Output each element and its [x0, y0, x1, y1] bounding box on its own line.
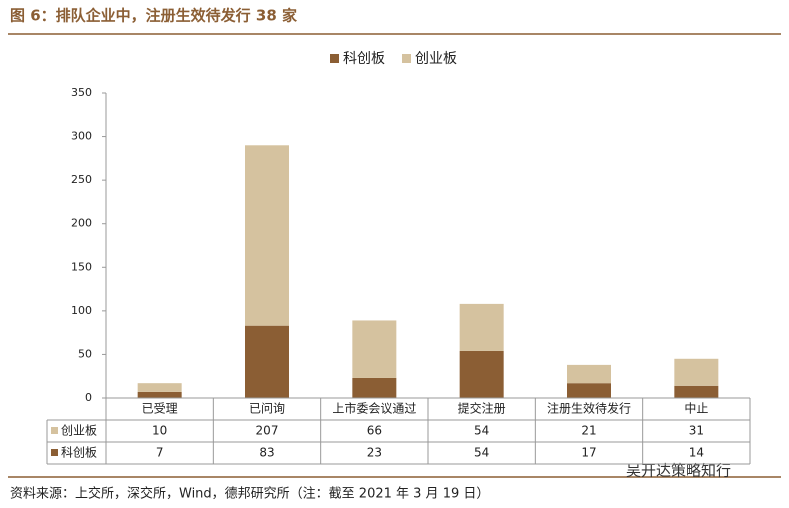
y-tick-label: 200 — [71, 217, 92, 230]
y-tick-label: 300 — [71, 130, 92, 143]
table-value: 14 — [689, 446, 704, 460]
bar — [674, 385, 719, 398]
bar — [674, 358, 719, 386]
x-tick-label: 注册生效待发行 — [547, 401, 631, 416]
bar — [352, 377, 397, 398]
bar — [352, 320, 397, 378]
table-value: 31 — [689, 424, 704, 438]
x-tick-label: 中止 — [684, 401, 708, 416]
y-tick-label: 250 — [71, 173, 92, 186]
bar — [567, 364, 611, 384]
bar — [137, 383, 182, 392]
y-tick-label: 50 — [78, 347, 92, 360]
x-tick-label: 提交注册 — [458, 401, 506, 416]
table-value: 83 — [259, 446, 274, 460]
bar — [137, 391, 182, 398]
table-row-label: 创业板 — [61, 424, 97, 438]
watermark: 吴开达策略知行 — [626, 462, 731, 480]
x-tick-label: 上市委会议通过 — [332, 401, 416, 416]
table-value: 54 — [474, 424, 489, 438]
table-value: 17 — [581, 446, 596, 460]
legend-label: 创业板 — [415, 51, 457, 67]
bar — [245, 145, 289, 326]
y-tick-label: 0 — [85, 391, 92, 404]
y-tick-label: 100 — [71, 304, 92, 317]
legend-swatch — [330, 54, 339, 63]
table-value: 23 — [367, 446, 382, 460]
table-swatch — [51, 427, 58, 434]
legend-swatch — [402, 54, 411, 63]
bar — [459, 303, 504, 351]
source-note: 资料来源：上交所，深交所，Wind，德邦研究所（注：截至 2021 年 3 月 … — [10, 486, 489, 502]
chart-title: 图 6：排队企业中，注册生效待发行 38 家 — [10, 7, 297, 25]
table-value: 10 — [152, 424, 167, 438]
table-value: 54 — [474, 446, 489, 460]
bar — [245, 325, 289, 398]
legend-label: 科创板 — [343, 51, 385, 67]
x-tick-label: 已受理 — [142, 402, 178, 416]
x-tick-label: 已问询 — [249, 402, 285, 416]
table-row-label: 科创板 — [61, 446, 97, 460]
table-value: 21 — [581, 424, 596, 438]
y-tick-label: 150 — [71, 260, 92, 273]
bar — [459, 350, 504, 398]
table-value: 7 — [156, 446, 164, 460]
bar — [567, 383, 611, 398]
table-swatch — [51, 449, 58, 456]
table-value: 207 — [256, 424, 279, 438]
y-tick-label: 350 — [71, 86, 92, 99]
table-value: 66 — [367, 424, 382, 438]
